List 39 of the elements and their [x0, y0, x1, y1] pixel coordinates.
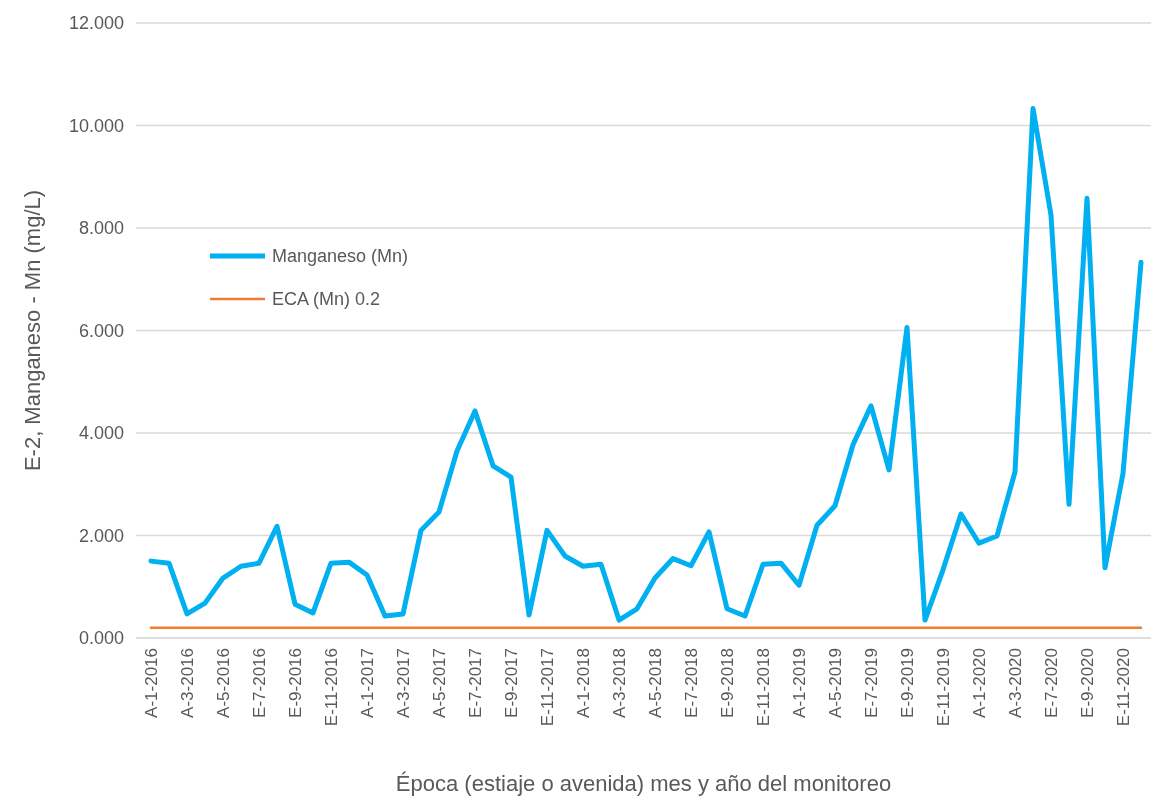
legend-label: ECA (Mn) 0.2	[272, 289, 381, 309]
y-tick-label: 10.000	[68, 115, 124, 136]
x-tick-label: A-1-2019	[790, 648, 810, 718]
y-tick-label: 4.000	[78, 423, 124, 444]
x-tick-label: E-7-2020	[1042, 648, 1062, 718]
x-tick-label: E-11-2019	[934, 648, 954, 727]
y-tick-label: 6.000	[78, 320, 124, 341]
y-axis-title: E-2, Manganeso - Mn (mg/L)	[20, 189, 45, 472]
x-tick-label: A-3-2020	[1006, 648, 1026, 718]
y-tick-label: 0.000	[78, 628, 124, 649]
x-tick-label: A-5-2019	[826, 648, 846, 718]
x-tick-label: E-11-2018	[754, 648, 774, 727]
x-tick-label: E-7-2017	[466, 648, 486, 718]
x-tick-label: A-5-2017	[430, 648, 450, 718]
y-tick-label: 2.000	[78, 525, 124, 546]
x-tick-label: A-1-2018	[574, 648, 594, 718]
x-tick-label: E-7-2016	[250, 648, 270, 718]
x-axis-title: Época (estiaje o avenida) mes y año del monitoreo	[395, 771, 892, 796]
x-tick-label: E-9-2016	[286, 648, 306, 718]
x-tick-label: A-5-2016	[214, 648, 234, 718]
x-tick-label: E-7-2019	[862, 648, 882, 718]
x-tick-label: E-7-2018	[682, 648, 702, 718]
y-tick-label: 8.000	[78, 218, 124, 239]
y-tick-label: 12.000	[68, 13, 124, 34]
x-tick-label: E-9-2017	[502, 648, 522, 718]
x-tick-label: A-5-2018	[646, 648, 666, 718]
x-tick-label: A-3-2017	[394, 648, 414, 718]
x-tick-label: A-3-2016	[178, 648, 198, 718]
x-tick-label: E-11-2020	[1114, 648, 1134, 727]
x-tick-label: E-9-2018	[718, 648, 738, 718]
x-tick-label: E-11-2016	[322, 648, 342, 727]
x-tick-label: A-3-2018	[610, 648, 630, 718]
x-tick-label: A-1-2020	[970, 648, 990, 718]
legend-label: Manganeso (Mn)	[272, 246, 409, 266]
x-tick-label: E-11-2017	[538, 648, 558, 727]
x-tick-label: E-9-2020	[1078, 648, 1098, 718]
x-tick-label: E-9-2019	[898, 648, 918, 718]
x-tick-label: A-1-2017	[358, 648, 378, 718]
x-tick-label: A-1-2016	[142, 648, 162, 718]
